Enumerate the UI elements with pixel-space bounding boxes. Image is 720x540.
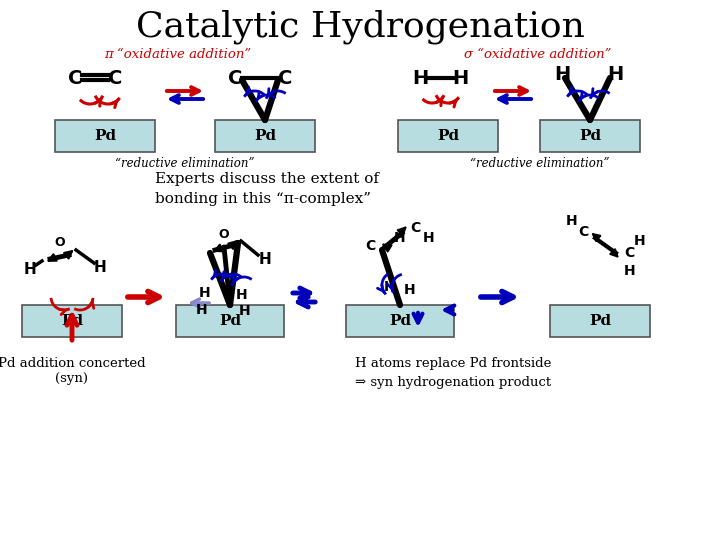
Bar	[346, 305, 454, 337]
Text: H: H	[384, 280, 396, 294]
Text: H: H	[607, 65, 623, 84]
Text: H: H	[199, 286, 211, 300]
Text: Pd: Pd	[589, 314, 611, 328]
Text: H: H	[24, 261, 37, 276]
Text: “reductive elimination”: “reductive elimination”	[115, 157, 255, 170]
Text: H: H	[196, 303, 208, 317]
Bar	[215, 120, 315, 152]
Text: Catalytic Hydrogenation: Catalytic Hydrogenation	[135, 10, 585, 44]
Text: H: H	[554, 65, 570, 84]
Text: C: C	[108, 69, 122, 87]
Text: H: H	[94, 260, 107, 274]
Text: O: O	[55, 237, 66, 249]
Text: Pd: Pd	[254, 129, 276, 143]
Bar	[540, 120, 640, 152]
Text: H: H	[452, 69, 468, 87]
Text: Pd: Pd	[389, 314, 411, 328]
Text: H: H	[412, 69, 428, 87]
Text: H: H	[258, 253, 271, 267]
Text: H: H	[634, 234, 646, 248]
Text: H: H	[566, 214, 578, 228]
Text: Pd: Pd	[579, 129, 601, 143]
Text: σ “oxidative addition”: σ “oxidative addition”	[464, 48, 612, 61]
Text: H: H	[394, 231, 406, 245]
Text: Pd: Pd	[437, 129, 459, 143]
Text: H: H	[239, 304, 251, 318]
Text: Pd: Pd	[219, 314, 241, 328]
Text: O: O	[219, 228, 229, 241]
Text: Pd addition concerted
(syn): Pd addition concerted (syn)	[0, 357, 146, 385]
Text: C: C	[410, 221, 420, 235]
Text: “reductive elimination”: “reductive elimination”	[470, 157, 610, 170]
Text: C: C	[624, 246, 634, 260]
Bar	[22, 305, 122, 337]
Bar	[176, 305, 284, 337]
Text: H: H	[236, 288, 248, 302]
Text: Pd: Pd	[61, 314, 83, 328]
Text: C: C	[365, 239, 375, 253]
Text: H: H	[423, 231, 435, 245]
Text: C: C	[68, 69, 82, 87]
Text: H atoms replace Pd frontside
⇒ syn hydrogenation product: H atoms replace Pd frontside ⇒ syn hydro…	[355, 357, 552, 389]
Text: Experts discuss the extent of
bonding in this “π-complex”: Experts discuss the extent of bonding in…	[155, 172, 379, 206]
Text: π “oxidative addition”: π “oxidative addition”	[104, 48, 251, 61]
Text: C: C	[228, 69, 242, 87]
Text: H: H	[404, 283, 416, 297]
Bar	[55, 120, 155, 152]
Bar	[550, 305, 650, 337]
Bar	[398, 120, 498, 152]
Text: H: H	[624, 264, 636, 278]
Text: C: C	[578, 225, 588, 239]
Text: Pd: Pd	[94, 129, 116, 143]
Text: C: C	[278, 69, 292, 87]
